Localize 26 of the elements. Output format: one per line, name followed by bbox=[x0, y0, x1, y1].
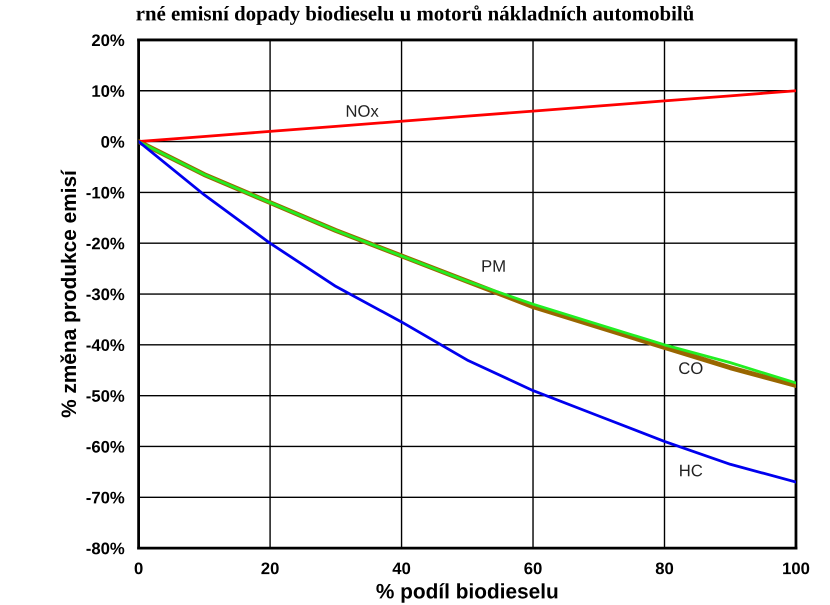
y-tick-label: -40% bbox=[86, 339, 124, 352]
series-label: PM bbox=[482, 260, 505, 272]
y-tick-label: -10% bbox=[86, 186, 124, 199]
y-tick-label: -80% bbox=[86, 542, 124, 554]
y-tick-label: 20% bbox=[92, 34, 124, 46]
x-tick-label: 20 bbox=[261, 562, 279, 574]
y-axis-title: % změna produkce emisí bbox=[60, 170, 80, 418]
line-series bbox=[138, 140, 796, 484]
x-axis-title: % podíl biodieselu bbox=[376, 583, 558, 603]
line-series bbox=[138, 89, 796, 143]
x-tick-label: 40 bbox=[392, 562, 410, 574]
chart-title: rné emisní dopady biodieselu u motorů nákladních automobilů bbox=[136, 5, 694, 25]
y-tick-label: -20% bbox=[86, 238, 124, 250]
series-label: HC bbox=[680, 464, 702, 476]
series-label: CO bbox=[679, 362, 702, 374]
x-tick-label: 100 bbox=[783, 562, 810, 574]
x-tick-label: 0 bbox=[134, 562, 143, 574]
x-tick-label: 60 bbox=[524, 562, 542, 574]
x-tick-label: 80 bbox=[656, 562, 674, 574]
y-tick-label: -70% bbox=[86, 492, 124, 504]
series-label: NOx bbox=[346, 105, 379, 117]
y-tick-label: 10% bbox=[92, 85, 124, 97]
y-tick-label: -60% bbox=[86, 440, 124, 453]
y-tick-label: 0% bbox=[101, 136, 124, 148]
y-tick-label: -50% bbox=[86, 390, 124, 402]
y-tick-label: -30% bbox=[86, 288, 124, 300]
